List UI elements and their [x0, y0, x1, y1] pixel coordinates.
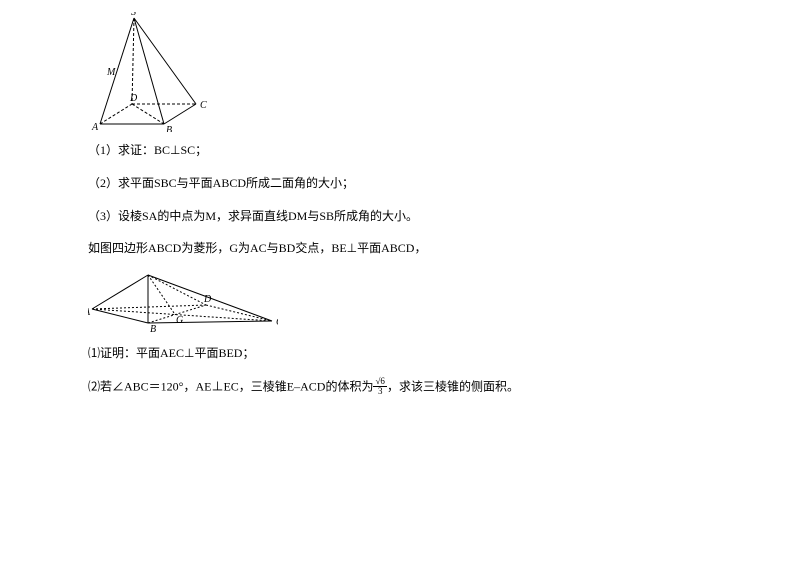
q2-intro: 如图四边形ABCD为菱形，G为AC与BD交点，BE⊥平面ABCD， — [88, 240, 794, 257]
svg-text:A: A — [91, 122, 99, 132]
svg-text:E: E — [144, 273, 151, 276]
svg-text:A: A — [88, 307, 91, 318]
figure-rhombus: E A B C D G — [88, 273, 794, 339]
q2-frac-den: 3 — [373, 387, 386, 396]
q2-fraction: √63 — [373, 377, 386, 396]
q1-part2: （2）求平面SBC与平面ABCD所成二面角的大小； — [88, 175, 794, 192]
svg-text:S: S — [131, 12, 136, 18]
svg-text:B: B — [150, 324, 156, 335]
svg-text:D: D — [203, 294, 212, 305]
q2-part2: ⑵若∠ABC＝120°，AE⊥EC，三棱锥E–ACD的体积为√63，求该三棱锥的… — [88, 378, 794, 397]
svg-text:B: B — [166, 125, 172, 132]
svg-text:C: C — [276, 317, 278, 328]
svg-text:D: D — [129, 93, 138, 104]
figure-pyramid: S A B C D M — [88, 12, 794, 136]
q1-part1: （1）求证：BC⊥SC； — [88, 142, 794, 159]
q2-part1: ⑴证明：平面AEC⊥平面BED； — [88, 345, 794, 362]
q1-part3: （3）设棱SA的中点为M，求异面直线DM与SB所成角的大小。 — [88, 208, 794, 225]
svg-text:M: M — [106, 67, 116, 78]
svg-text:G: G — [176, 315, 183, 326]
q2-part2-post: ，求该三棱锥的侧面积。 — [387, 379, 519, 393]
q2-part2-pre: ⑵若∠ABC＝120°，AE⊥EC，三棱锥E–ACD的体积为 — [88, 379, 373, 393]
svg-text:C: C — [200, 100, 207, 111]
